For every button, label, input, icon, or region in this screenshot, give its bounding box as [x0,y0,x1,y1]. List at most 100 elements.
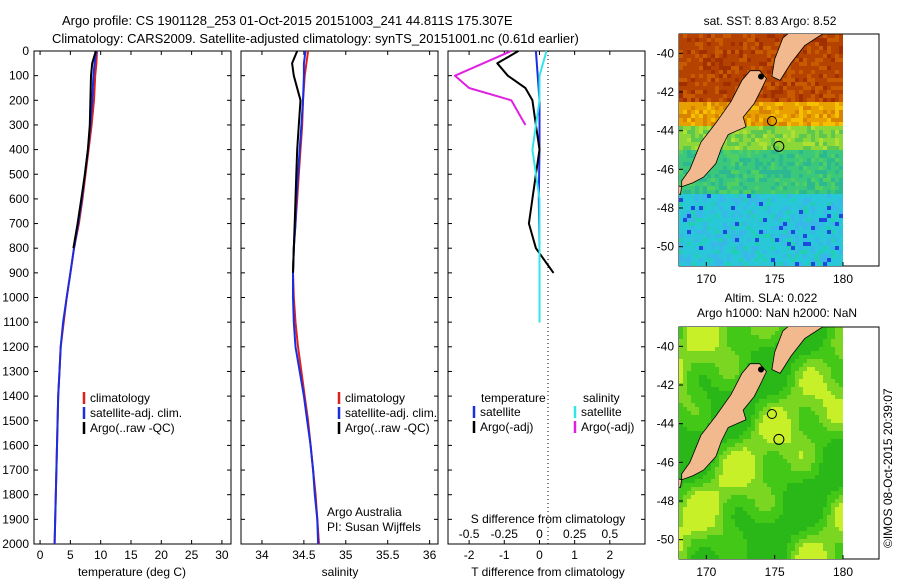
sst-cell [827,182,831,186]
sla-cell [759,359,763,363]
sla-cell [799,447,803,451]
sla-cell [831,339,835,343]
sst-cell [767,250,771,254]
sst-cell [759,198,763,202]
sst-cell [835,74,839,78]
sst-cell [795,118,799,122]
sla-cell [787,363,791,367]
sla-cell [771,459,775,463]
sst-cell [767,130,771,134]
sst-cell [683,170,687,174]
sla-cell [727,511,731,515]
sst-cell [755,190,759,194]
sla-cell [823,447,827,451]
sla-cell [783,403,787,407]
sla-cell [731,451,735,455]
sst-cell [835,238,839,242]
sla-cell [715,395,719,399]
sst-cell [835,162,839,166]
sla-cell [787,491,791,495]
sst-cell [767,170,771,174]
sla-cell [751,467,755,471]
sla-cell [827,335,831,339]
sst-cell [739,162,743,166]
sla-cell [839,439,843,443]
sla-cell [779,527,783,531]
sla-cell [815,523,819,527]
sla-cell [803,387,807,391]
sst-cell [735,246,739,250]
sla-cell [759,515,763,519]
sst-cell [839,250,843,254]
sla-cell [775,531,779,535]
sst-cell [739,130,743,134]
sst-cell [803,218,807,222]
sla-cell [687,499,691,503]
sst-cell [799,198,803,202]
sst-cell [755,214,759,218]
sla-cell [787,523,791,527]
sla-cell [755,495,759,499]
sla-cell [755,359,759,363]
sla-cell [715,391,719,395]
sla-cell [839,499,843,503]
sst-cell [799,50,803,54]
sst-cell [815,186,819,190]
sla-cell [747,403,751,407]
sla-cell [831,391,835,395]
sla-cell [691,503,695,507]
sla-cell [719,523,723,527]
sst-cell [687,198,691,202]
sla-cell [767,527,771,531]
sla-cell [815,331,819,335]
sst-cell [723,50,727,54]
sla-cell [795,527,799,531]
sla-cell [739,499,743,503]
sla-cell [763,495,767,499]
sla-cell [803,379,807,383]
sst-cell [815,122,819,126]
sst-cell [827,62,831,66]
sst-cell [791,70,795,74]
sla-cell [763,539,767,543]
sst-cell [835,86,839,90]
sla-cell [719,519,723,523]
sla-cell [715,455,719,459]
sla-cell [779,523,783,527]
sla-cell [815,387,819,391]
x-tick-label: 2 [606,548,613,562]
sst-cell [763,106,767,110]
sla-cell [803,419,807,423]
sst-cell [751,214,755,218]
sla-cell [731,375,735,379]
sst-cell [755,218,759,222]
sla-cell [695,371,699,375]
s-tick-label: -0.5 [459,527,480,541]
sst-cell [679,218,683,222]
sst-cell [747,218,751,222]
sla-cell [787,423,791,427]
sst-cell [759,246,763,250]
sla-cell [727,475,731,479]
sla-cell [815,339,819,343]
sla-cell [839,495,843,499]
sla-cell [759,491,763,495]
sla-cell [731,455,735,459]
sst-cell [747,250,751,254]
sla-cell [803,475,807,479]
sla-cell [815,475,819,479]
sst-cell [763,110,767,114]
sla-cell [703,535,707,539]
sla-cell [779,391,783,395]
sla-cell [727,459,731,463]
sla-cell [807,339,811,343]
sst-cell [759,254,763,258]
sst-cell [715,74,719,78]
y-tick-label: 1600 [2,438,29,452]
sla-cell [707,335,711,339]
sla-cell [739,527,743,531]
sla-cell [827,475,831,479]
sla-cell [755,499,759,503]
sla-cell [691,547,695,551]
sla-cell [799,431,803,435]
